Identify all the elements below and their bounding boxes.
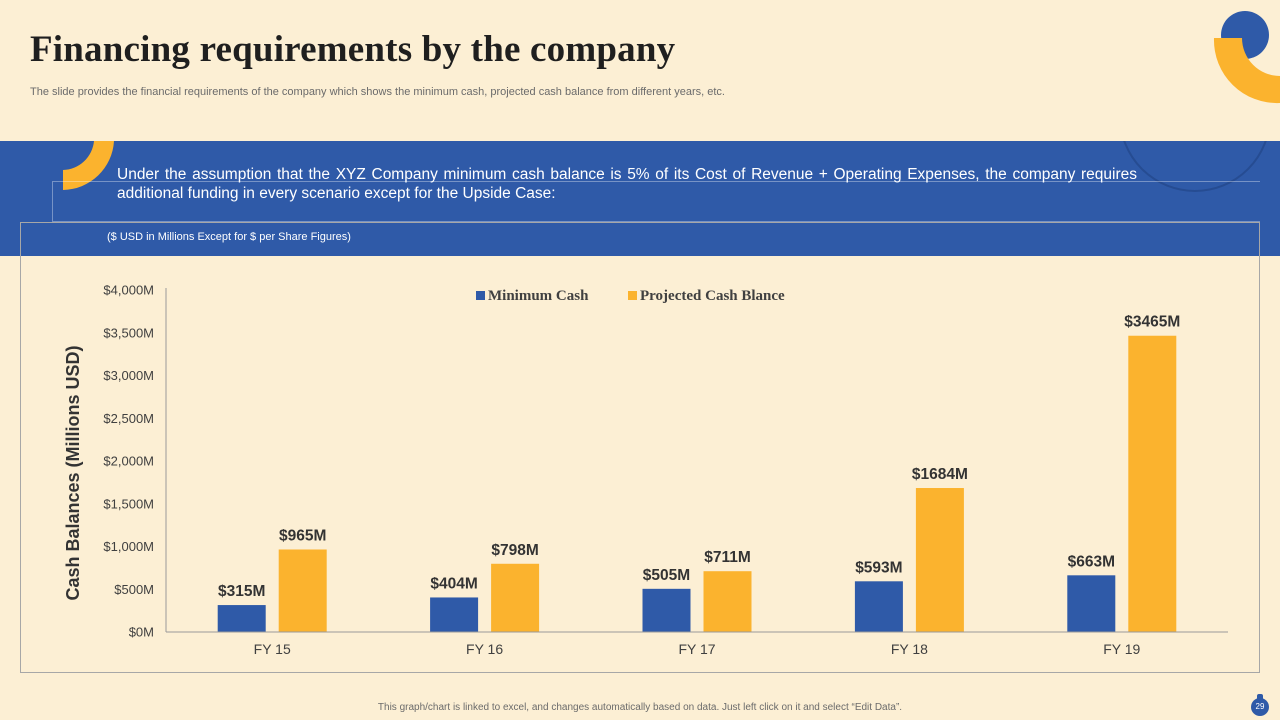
chart-panel[interactable]: $0M $500M $1,000M $1,500M $2,000M $2,500M $3,0… xyxy=(20,222,1260,673)
x-tick-label: FY 19 xyxy=(1103,641,1140,657)
band-arc-decoration xyxy=(1123,141,1267,192)
corner-decoration-icon xyxy=(1213,11,1280,104)
legend-label: Minimum Cash xyxy=(488,288,589,304)
bar-minimum-cash[interactable] xyxy=(217,605,266,632)
data-label: $315M xyxy=(218,583,265,600)
band-accent-icon xyxy=(63,141,114,190)
y-tick-label: $0M xyxy=(129,625,154,640)
assumption-frame xyxy=(52,181,1260,222)
page-number-badge: 29 xyxy=(1251,694,1269,716)
y-tick-label: $1,500M xyxy=(103,496,154,511)
legend-swatch xyxy=(628,291,637,300)
bar-projected-cash[interactable] xyxy=(278,549,327,632)
data-label: $798M xyxy=(491,542,538,559)
y-tick-label: $500M xyxy=(114,582,154,597)
bar-projected-cash[interactable] xyxy=(915,488,964,632)
data-label: $404M xyxy=(430,575,477,592)
footer-note: This graph/chart is linked to excel, and… xyxy=(377,702,903,713)
data-label: $663M xyxy=(1068,553,1115,570)
y-tick-label: $3,500M xyxy=(103,325,154,340)
cash-balance-chart[interactable]: $0M $500M $1,000M $1,500M $2,000M $2,500M $3,0… xyxy=(21,223,1259,672)
bar-projected-cash[interactable] xyxy=(703,571,752,632)
bar-minimum-cash[interactable] xyxy=(1067,575,1116,632)
bar-projected-cash[interactable] xyxy=(1128,335,1177,632)
data-label: $711M xyxy=(704,549,751,566)
y-tick-label: $3,000M xyxy=(103,368,154,383)
bar-minimum-cash[interactable] xyxy=(854,581,903,632)
bar-minimum-cash[interactable] xyxy=(430,597,479,632)
data-label: $593M xyxy=(855,559,902,576)
y-axis-title: Cash Balances (Millions USD) xyxy=(63,345,83,600)
data-label: $505M xyxy=(643,567,690,584)
data-label: $1684M xyxy=(912,466,968,483)
assumption-text: Under the assumption that the XYZ Compan… xyxy=(117,166,1137,202)
assumption-band xyxy=(0,141,1280,256)
bar-projected-cash[interactable] xyxy=(491,563,540,632)
slide-subtitle: The slide provides the financial require… xyxy=(30,86,725,98)
y-tick-label: $4,000M xyxy=(103,283,154,298)
data-label: $965M xyxy=(279,527,326,544)
x-tick-label: FY 16 xyxy=(466,641,503,657)
y-tick-label: $2,000M xyxy=(103,454,154,469)
y-tick-label: $2,500M xyxy=(103,411,154,426)
bar-minimum-cash[interactable] xyxy=(642,588,691,632)
x-tick-label: FY 15 xyxy=(254,641,291,657)
slide-title: Financing requirements by the company xyxy=(30,29,676,70)
units-note: ($ USD in Millions Except for $ per Shar… xyxy=(107,231,351,243)
data-label: $3465M xyxy=(1124,314,1180,331)
legend-label: Projected Cash Blance xyxy=(640,288,785,304)
x-tick-label: FY 18 xyxy=(891,641,928,657)
x-tick-label: FY 17 xyxy=(678,641,715,657)
y-tick-label: $1,000M xyxy=(103,539,154,554)
legend-swatch xyxy=(476,291,485,300)
